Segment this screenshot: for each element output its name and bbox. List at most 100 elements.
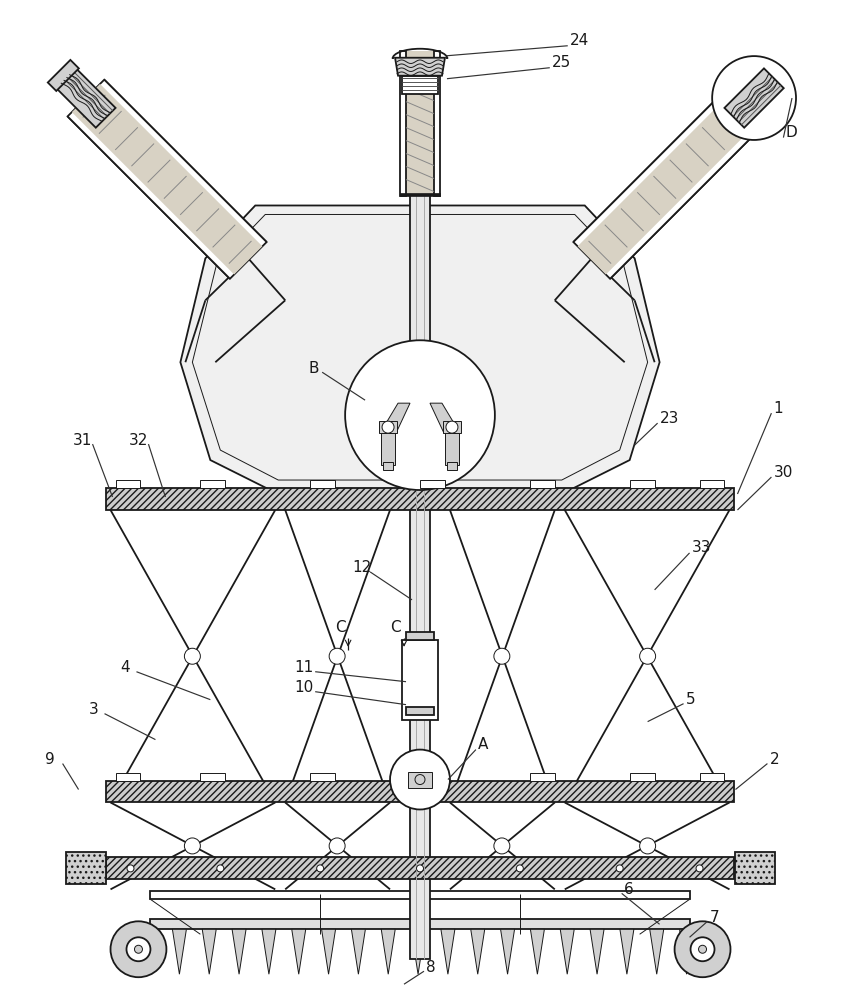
Text: 30: 30 — [774, 465, 793, 480]
Bar — [406, 632, 434, 640]
Bar — [406, 707, 434, 715]
Bar — [115, 480, 140, 488]
Circle shape — [217, 865, 224, 872]
Text: 7: 7 — [710, 910, 719, 925]
Circle shape — [416, 865, 424, 872]
Text: 3: 3 — [88, 702, 98, 717]
Bar — [447, 462, 457, 470]
Bar — [400, 51, 406, 196]
Text: 8: 8 — [426, 960, 436, 975]
Polygon shape — [232, 929, 246, 974]
Bar — [200, 773, 225, 781]
Text: 2: 2 — [770, 752, 779, 767]
Circle shape — [382, 421, 394, 433]
Circle shape — [390, 750, 450, 809]
Polygon shape — [441, 929, 455, 974]
Bar — [115, 773, 140, 781]
Polygon shape — [574, 80, 772, 279]
Circle shape — [494, 838, 510, 854]
Polygon shape — [193, 214, 648, 480]
Circle shape — [616, 865, 623, 872]
Polygon shape — [381, 929, 395, 974]
Polygon shape — [56, 68, 115, 128]
Polygon shape — [67, 80, 267, 279]
Polygon shape — [531, 929, 544, 974]
Bar — [151, 919, 690, 929]
Circle shape — [317, 865, 324, 872]
Circle shape — [345, 340, 495, 490]
Bar — [630, 480, 654, 488]
Bar — [105, 781, 734, 802]
Text: 10: 10 — [294, 680, 314, 695]
Text: 31: 31 — [72, 433, 92, 448]
Bar — [443, 421, 461, 433]
Circle shape — [712, 56, 796, 140]
Polygon shape — [471, 929, 484, 974]
Bar — [736, 852, 775, 884]
Text: 33: 33 — [691, 540, 711, 555]
Polygon shape — [172, 929, 187, 974]
Polygon shape — [71, 84, 262, 275]
Text: 9: 9 — [45, 752, 55, 767]
Bar — [66, 852, 105, 884]
Bar — [400, 193, 440, 196]
Text: 25: 25 — [552, 55, 571, 70]
Text: C: C — [336, 620, 346, 635]
Bar — [151, 891, 690, 899]
Text: 1: 1 — [774, 401, 783, 416]
Polygon shape — [560, 929, 574, 974]
Text: 32: 32 — [129, 433, 148, 448]
Polygon shape — [202, 929, 216, 974]
Polygon shape — [590, 929, 604, 974]
Bar — [383, 462, 393, 470]
Text: 12: 12 — [352, 560, 372, 575]
Circle shape — [184, 648, 200, 664]
Bar — [420, 773, 445, 781]
Polygon shape — [292, 929, 306, 974]
Bar — [700, 773, 724, 781]
Text: 4: 4 — [120, 660, 130, 675]
Bar — [410, 91, 430, 959]
Circle shape — [127, 865, 134, 872]
Polygon shape — [321, 929, 336, 974]
Bar — [200, 480, 225, 488]
Circle shape — [640, 648, 656, 664]
Text: C: C — [390, 620, 400, 635]
Polygon shape — [380, 403, 410, 433]
Bar — [379, 421, 397, 433]
Polygon shape — [181, 205, 659, 490]
Circle shape — [516, 865, 523, 872]
Polygon shape — [352, 929, 365, 974]
Bar — [630, 773, 654, 781]
Text: B: B — [308, 361, 319, 376]
Text: A: A — [478, 737, 489, 752]
Bar — [530, 480, 555, 488]
Bar — [420, 480, 445, 488]
Circle shape — [696, 865, 703, 872]
Circle shape — [415, 775, 425, 785]
Circle shape — [640, 838, 656, 854]
Circle shape — [329, 838, 345, 854]
Bar — [310, 773, 336, 781]
Bar — [402, 76, 438, 94]
Polygon shape — [724, 68, 784, 128]
Circle shape — [110, 921, 167, 977]
Bar — [434, 51, 440, 196]
Text: D: D — [785, 125, 797, 140]
Polygon shape — [411, 929, 425, 974]
Bar — [406, 51, 434, 196]
Bar — [310, 480, 336, 488]
Text: 23: 23 — [659, 411, 679, 426]
Bar — [408, 772, 432, 788]
Polygon shape — [430, 403, 460, 433]
Polygon shape — [500, 929, 515, 974]
Circle shape — [699, 945, 706, 953]
Text: 6: 6 — [624, 882, 633, 897]
Circle shape — [126, 937, 151, 961]
Polygon shape — [680, 929, 694, 974]
Circle shape — [329, 648, 345, 664]
Polygon shape — [48, 60, 79, 91]
Bar — [105, 857, 734, 879]
Circle shape — [184, 838, 200, 854]
Bar — [105, 488, 734, 510]
